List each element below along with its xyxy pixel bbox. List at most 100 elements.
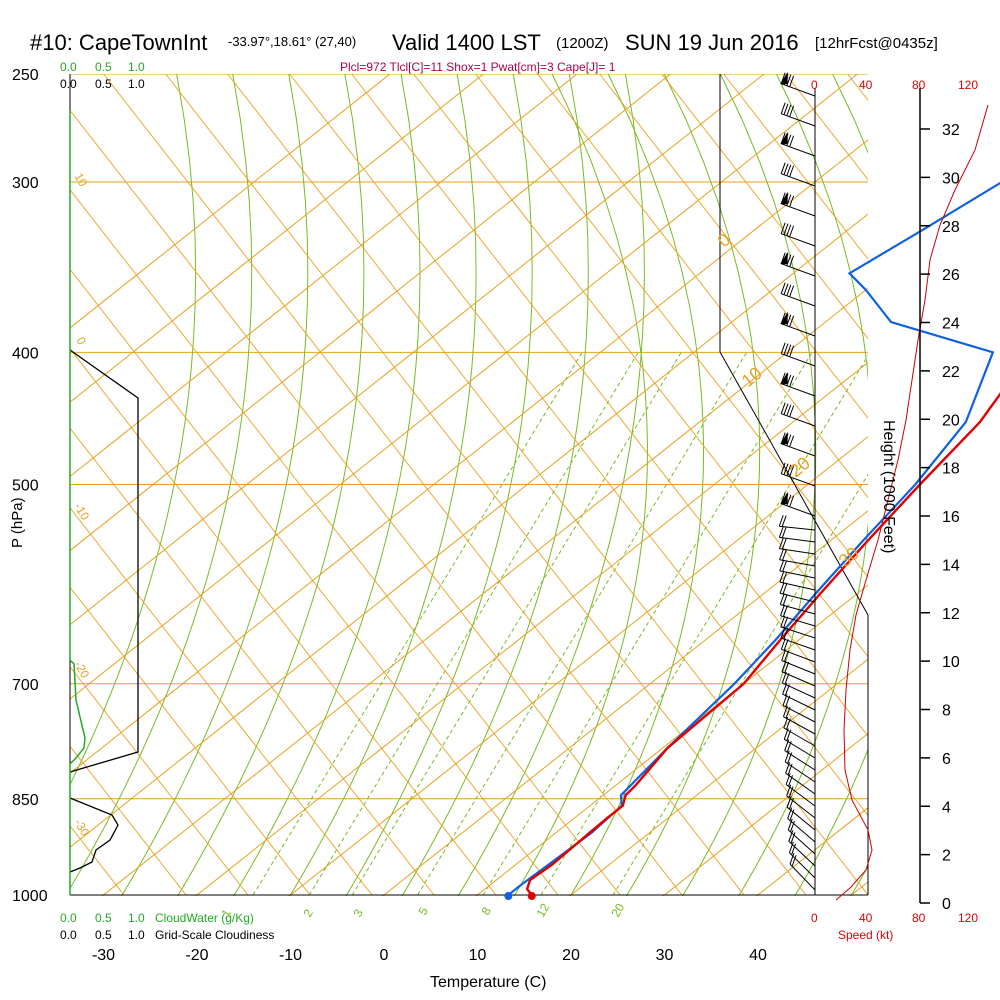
wind-barb-28 xyxy=(781,660,816,687)
ws-bottom-tick-3: 120 xyxy=(958,911,978,925)
pressure-tick-300: 300 xyxy=(12,175,39,192)
moist-adiabat--34 xyxy=(70,74,253,890)
wind-barb-40 xyxy=(786,796,816,831)
mr-label-3: 3 xyxy=(350,906,366,919)
height-tick-18: 18 xyxy=(942,461,960,478)
cloudiness-bottom-scale: 0.0 0.5 1.0 Grid-Scale Cloudiness xyxy=(60,928,274,942)
wind-barb-15 xyxy=(778,515,816,531)
height-tick-22: 22 xyxy=(942,364,960,381)
moist-adiabat--4 xyxy=(345,74,533,896)
wind-barb-39 xyxy=(786,784,816,819)
pressure-axis-label: P (hPa) xyxy=(9,497,26,548)
wind-barb-30 xyxy=(782,683,816,711)
cloudiness-top-scale: 0.0 0.5 1.0 xyxy=(60,77,145,91)
wind-barb-7 xyxy=(780,282,816,307)
moist-adiabat--16 xyxy=(233,74,421,896)
cl-top-tick-1: 0.5 xyxy=(95,77,112,91)
pressure-tick-250: 250 xyxy=(12,67,39,84)
wind-barb-36 xyxy=(784,750,816,783)
iso-diag-5 xyxy=(70,268,559,896)
iso-diag--8 xyxy=(723,74,868,260)
cw-top-tick-0: 0.0 xyxy=(60,60,77,74)
height-tick-10: 10 xyxy=(942,654,960,671)
mr-label-2: 2 xyxy=(300,906,316,919)
mixing-ratio-lines xyxy=(252,352,868,896)
ws-top-tick-2: 80 xyxy=(912,78,926,92)
height-tick-16: 16 xyxy=(942,509,960,526)
iso-diag--11 xyxy=(910,74,1000,895)
wind-barb-26 xyxy=(780,638,816,663)
iso-diag-3 xyxy=(70,109,683,896)
height-tick-8: 8 xyxy=(942,703,951,720)
wind-barb-3 xyxy=(780,162,816,187)
pressure-tick-500: 500 xyxy=(12,478,39,495)
cl-bottom-tick-0: 0.0 xyxy=(60,928,77,942)
wind-barb-19 xyxy=(779,559,816,579)
moist-adiabat--40 xyxy=(70,74,197,786)
iso-diag-2 xyxy=(103,74,745,896)
temperature-axis-label: Temperature (C) xyxy=(430,974,546,991)
iso-diag--1 xyxy=(289,74,868,817)
pressure-tick-400: 400 xyxy=(12,345,39,362)
mixing-ratio-line-0 xyxy=(252,352,583,896)
mr-label-20: 20 xyxy=(608,901,627,920)
isotherm-label-10-top: 10 xyxy=(71,171,90,190)
moist-adiabat-2 xyxy=(401,74,589,896)
station-coords: -33.97°,18.61° (27,40) xyxy=(228,34,356,49)
wind-barb-18 xyxy=(779,548,816,567)
moist-adiabat-20 xyxy=(569,74,705,896)
temperature-tick--20: -20 xyxy=(185,947,208,964)
iso-diag--4 xyxy=(475,74,868,578)
isotherm--70 xyxy=(70,74,765,626)
height-tick-0: 0 xyxy=(942,896,951,913)
wind-barb-0 xyxy=(780,71,816,97)
iso-diag-7 xyxy=(70,427,435,896)
moist-adiabat-8 xyxy=(457,74,645,896)
iso-diag--6 xyxy=(599,74,868,419)
ws-top-tick-0: 0 xyxy=(811,78,818,92)
wind-speed-profile xyxy=(835,104,989,901)
iso-diag-4 xyxy=(70,189,621,896)
mr-label-8: 8 xyxy=(478,904,494,917)
surface-dewpoint-dot xyxy=(504,892,513,900)
height-tick-14: 14 xyxy=(942,557,960,574)
height-tick-24: 24 xyxy=(942,316,960,333)
mixing-ratio-labels: 1 2 3 5 8 12 20 xyxy=(218,901,627,920)
surface-temperature-dot xyxy=(527,892,536,900)
wind-barbs xyxy=(778,71,816,891)
cw-top-tick-1: 0.5 xyxy=(95,60,112,74)
wind-barb-20 xyxy=(779,570,816,591)
wind-barb-33 xyxy=(783,716,816,747)
wind-barb-34 xyxy=(783,728,816,759)
ws-bottom-tick-2: 80 xyxy=(912,911,926,925)
isotherm--110 xyxy=(70,74,391,329)
mixing-ratio-line-4 xyxy=(482,352,813,896)
pressure-tick-700: 700 xyxy=(12,677,39,694)
mixing-ratio-line-3 xyxy=(417,352,748,896)
wind-barb-8 xyxy=(780,311,816,337)
ws-top-tick-3: 120 xyxy=(958,78,978,92)
temperature-line xyxy=(525,392,1000,896)
isotherm--100 xyxy=(70,74,485,403)
wind-barb-16 xyxy=(778,526,816,543)
isotherm-labels: 10 0 -10 -20 -30 0 10 20 30 xyxy=(71,171,863,839)
wind-barb-2 xyxy=(780,131,816,157)
isotherm-label-10-right: 10 xyxy=(738,363,766,391)
wind-barb-6 xyxy=(780,251,816,277)
isotherm--20 xyxy=(194,361,868,896)
wind-barb-9 xyxy=(780,342,816,367)
isotherm--30 xyxy=(101,287,868,896)
cloudiness-profile xyxy=(69,349,139,873)
isotherm-label-neg30: -30 xyxy=(71,817,92,839)
forecast-info: [12hrFcst@0435z] xyxy=(815,35,938,52)
wind-barb-41 xyxy=(787,807,816,843)
isotherms xyxy=(70,74,1000,896)
ws-top-tick-1: 40 xyxy=(859,78,873,92)
moist-adiabat--10 xyxy=(289,74,477,896)
moist-adiabat-44 xyxy=(794,74,868,896)
wind-barb-10 xyxy=(780,371,816,397)
moist-adiabat--22 xyxy=(177,74,365,896)
wind-barb-35 xyxy=(784,739,816,771)
